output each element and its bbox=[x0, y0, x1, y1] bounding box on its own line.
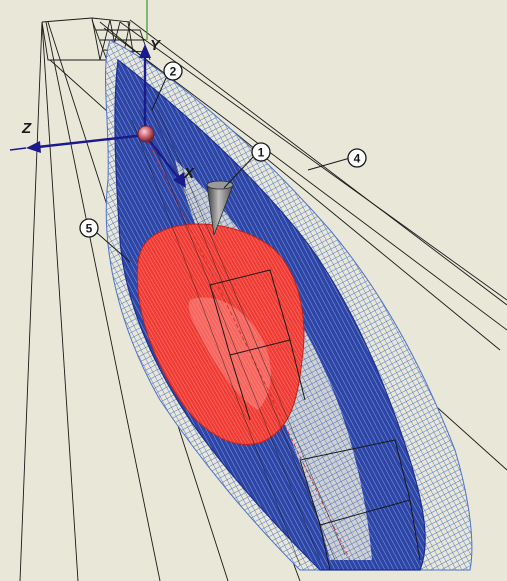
y-axis-label: Y bbox=[150, 37, 162, 54]
callout-leaders bbox=[95, 77, 351, 263]
svg-text:1: 1 bbox=[258, 146, 265, 160]
z-axis-line bbox=[37, 133, 146, 149]
callout-5: 5 bbox=[79, 218, 99, 238]
coordinate-axes bbox=[9, 44, 186, 188]
cone-icon bbox=[206, 180, 234, 236]
callout-4: 4 bbox=[347, 148, 367, 168]
svg-text:2: 2 bbox=[170, 65, 177, 79]
z-axis-label: Z bbox=[21, 120, 32, 137]
callout-1: 1 bbox=[251, 142, 271, 162]
z-axis-arrowhead bbox=[26, 141, 41, 153]
x-axis-arrowhead bbox=[173, 172, 186, 188]
y-axis-arrowhead bbox=[139, 44, 151, 58]
center-axis-line bbox=[144, 134, 351, 561]
sphere-icon bbox=[137, 125, 155, 143]
x-axis-line bbox=[144, 134, 181, 181]
svg-text:4: 4 bbox=[354, 152, 361, 166]
svg-text:5: 5 bbox=[86, 222, 93, 236]
callout-2: 2 bbox=[163, 61, 183, 81]
inner-wireframe-box bbox=[209, 269, 421, 571]
z-axis-tail bbox=[9, 147, 27, 151]
x-axis-label: X bbox=[183, 165, 195, 182]
red-inner-region bbox=[136, 223, 305, 445]
